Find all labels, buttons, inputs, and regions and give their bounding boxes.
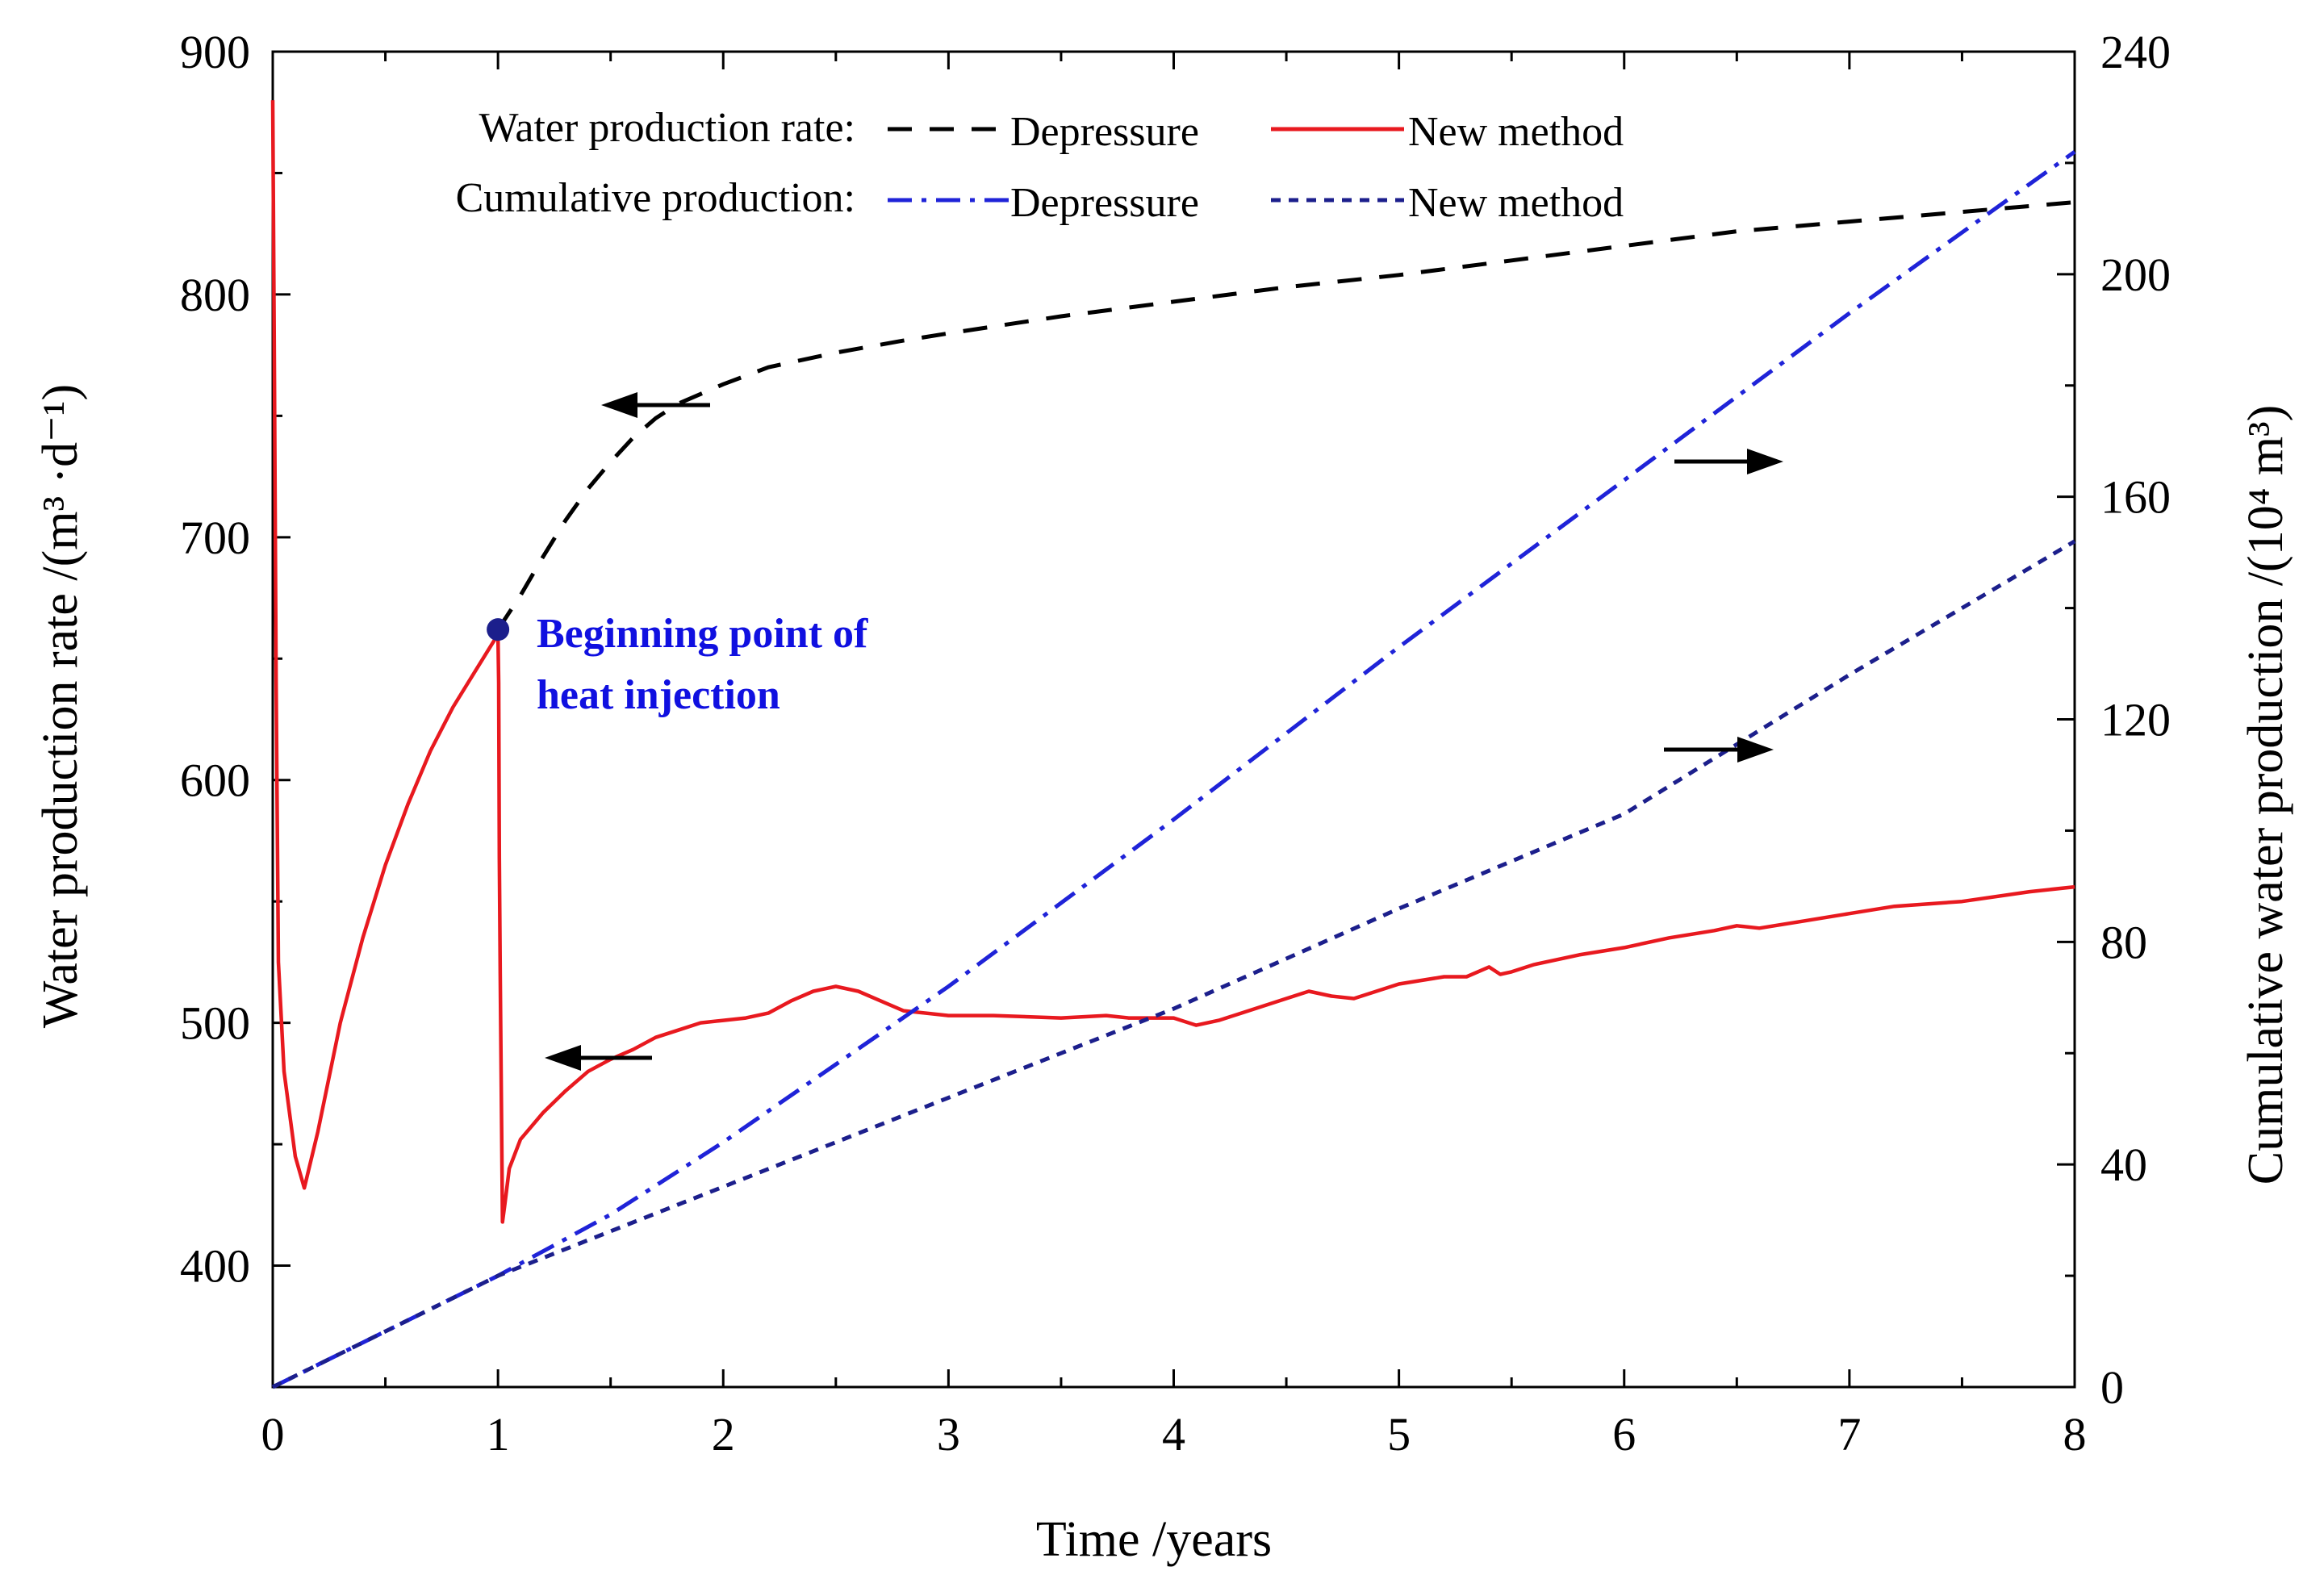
y-left-tick-label: 900 — [180, 26, 250, 78]
arrow-left-1-head — [601, 392, 637, 418]
x-tick-label: 6 — [1612, 1408, 1636, 1460]
plot-frame — [271, 50, 2076, 1389]
y-right-axis-title: Cumulative water production /(10⁴ m³) — [2238, 405, 2293, 1185]
y-right-tick-label: 80 — [2100, 916, 2147, 968]
x-tick-label: 4 — [1162, 1408, 1185, 1460]
y-left-axis-title: Water production rate /(m³ ·d⁻¹) — [33, 384, 88, 1028]
series-rate-new-method — [270, 100, 2075, 1224]
arrow-right-2-head — [1737, 737, 1774, 763]
x-tick-label: 8 — [2063, 1408, 2087, 1460]
y-right-tick-label: 240 — [2100, 26, 2171, 78]
series-cum-depressure — [271, 150, 2076, 1389]
x-tick-label: 2 — [712, 1408, 735, 1460]
arrow-right-1-head — [1747, 449, 1783, 474]
legend-row2-label: Cumulative production: — [456, 175, 855, 221]
legend-entry-rate-new: New method — [1408, 109, 1624, 155]
y-left-tick-label: 500 — [180, 997, 250, 1050]
series-rate-depressure — [496, 200, 2075, 631]
series-cum-new-method — [271, 539, 2076, 1389]
x-tick-label: 1 — [487, 1408, 510, 1460]
heat-injection-point-marker — [487, 618, 510, 641]
axis-ticks — [271, 50, 2076, 1389]
legend-entry-cum-depressure: Depressure — [1010, 180, 1199, 226]
axis-tick-labels: 0 1 2 3 4 5 6 7 8 400 500 600 700 800 900 0 40 80 120 160 20… — [180, 26, 2171, 1460]
legend-row1-label: Water production rate: — [479, 105, 855, 151]
annotation-line1: Beginning point of — [537, 611, 868, 657]
y-right-tick-label: 120 — [2100, 694, 2171, 746]
x-tick-label: 5 — [1387, 1408, 1411, 1460]
y-left-tick-label: 700 — [180, 512, 250, 564]
y-right-tick-label: 40 — [2100, 1139, 2147, 1191]
y-right-tick-label: 200 — [2100, 249, 2171, 301]
arrow-left-2-head — [545, 1045, 581, 1071]
y-left-tick-label: 800 — [180, 269, 250, 321]
annotation-line2: heat injection — [537, 672, 780, 718]
series-layer — [270, 100, 2076, 1389]
legend-entry-rate-depressure: Depressure — [1010, 109, 1199, 155]
x-axis-title: Time /years — [1036, 1512, 1272, 1567]
x-tick-label: 3 — [937, 1408, 960, 1460]
x-tick-label: 7 — [1837, 1408, 1861, 1460]
direction-arrows — [545, 392, 1783, 1071]
legend-entry-cum-new: New method — [1408, 180, 1624, 226]
y-right-tick-label: 0 — [2100, 1361, 2124, 1414]
y-right-tick-label: 160 — [2100, 471, 2171, 524]
x-tick-label: 0 — [261, 1408, 285, 1460]
y-left-tick-label: 600 — [180, 754, 250, 807]
y-left-tick-label: 400 — [180, 1240, 250, 1293]
legend: Water production rate: Depressure New me… — [456, 105, 1624, 226]
